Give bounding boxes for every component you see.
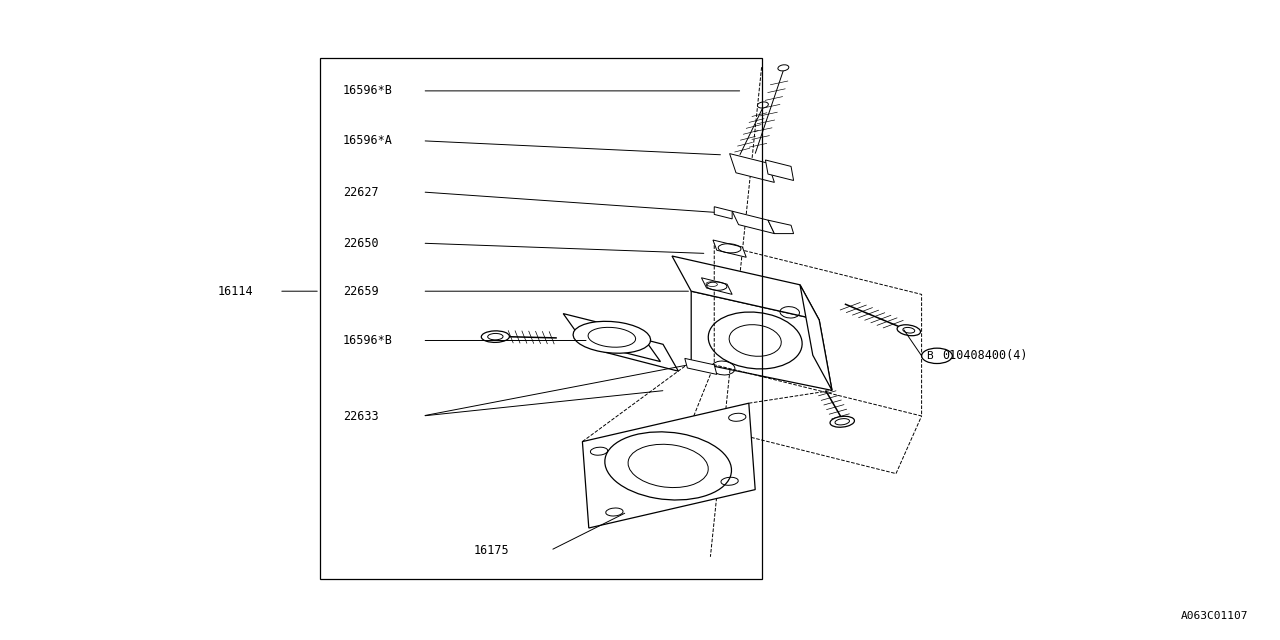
Polygon shape xyxy=(563,314,660,362)
Text: 010408400(4): 010408400(4) xyxy=(942,349,1028,362)
Text: A063C01107: A063C01107 xyxy=(1180,611,1248,621)
Text: 16114: 16114 xyxy=(218,285,253,298)
Polygon shape xyxy=(714,207,732,219)
Text: 16596*A: 16596*A xyxy=(343,134,393,147)
Ellipse shape xyxy=(481,331,509,342)
Text: 22633: 22633 xyxy=(343,410,379,422)
Polygon shape xyxy=(691,291,832,390)
Polygon shape xyxy=(730,154,774,182)
Polygon shape xyxy=(765,160,794,180)
Ellipse shape xyxy=(778,65,788,71)
Text: 22659: 22659 xyxy=(343,285,379,298)
Polygon shape xyxy=(589,325,678,371)
Polygon shape xyxy=(713,240,746,257)
Polygon shape xyxy=(768,220,794,234)
Ellipse shape xyxy=(758,102,768,108)
Polygon shape xyxy=(732,211,774,234)
Ellipse shape xyxy=(605,432,731,500)
Polygon shape xyxy=(685,358,717,374)
Polygon shape xyxy=(800,285,832,390)
Text: 22627: 22627 xyxy=(343,186,379,198)
Polygon shape xyxy=(672,256,819,320)
Bar xyxy=(320,58,762,579)
Ellipse shape xyxy=(573,321,650,353)
Ellipse shape xyxy=(708,312,803,369)
Text: 16175: 16175 xyxy=(474,544,509,557)
Text: 16596*B: 16596*B xyxy=(343,84,393,97)
Polygon shape xyxy=(582,403,755,528)
Text: 22650: 22650 xyxy=(343,237,379,250)
Ellipse shape xyxy=(897,324,920,336)
Text: B: B xyxy=(925,351,933,361)
Text: 16596*B: 16596*B xyxy=(343,334,393,347)
Ellipse shape xyxy=(829,416,855,428)
Polygon shape xyxy=(701,278,732,294)
